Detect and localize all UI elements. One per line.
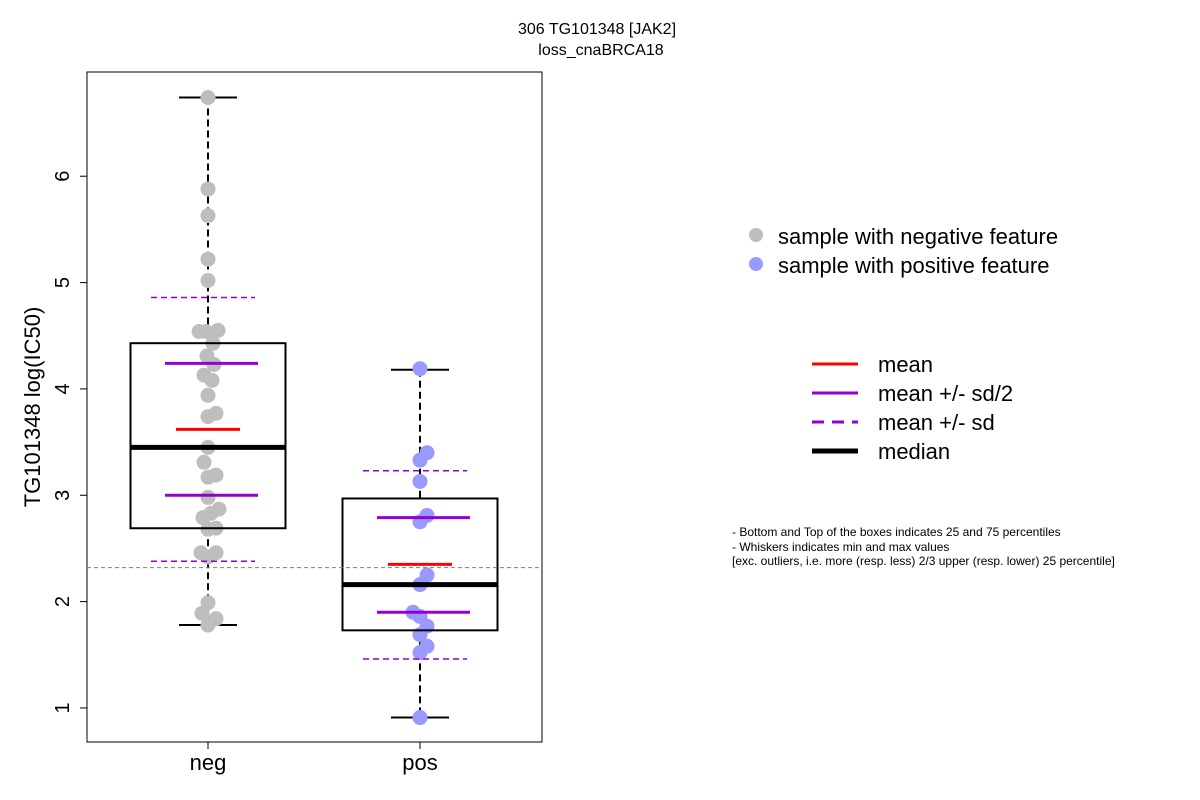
data-point xyxy=(208,405,224,421)
data-point xyxy=(203,505,219,521)
data-point xyxy=(412,361,428,377)
note-line-1: - Bottom and Top of the boxes indicates … xyxy=(732,525,1061,539)
plot-frame xyxy=(86,71,543,743)
y-tick-label: 1 xyxy=(52,702,74,713)
data-point xyxy=(208,467,224,483)
data-point xyxy=(200,208,216,224)
legend-line-label: median xyxy=(878,439,950,464)
y-axis-label: TG101348 log(IC50) xyxy=(20,307,45,508)
legend-line-label: mean xyxy=(878,352,933,377)
data-point xyxy=(412,645,428,661)
data-point xyxy=(412,710,428,726)
x-tick-label: neg xyxy=(190,750,227,775)
iqr-box xyxy=(341,497,499,632)
x-tick-label: pos xyxy=(402,750,437,775)
data-point xyxy=(200,617,216,633)
data-point xyxy=(200,387,216,403)
data-point xyxy=(194,605,210,621)
y-tick-label: 3 xyxy=(52,490,74,501)
y-tick-label: 4 xyxy=(52,383,74,394)
legend-point-swatch xyxy=(749,228,763,242)
data-point xyxy=(200,272,216,288)
iqr-box xyxy=(129,342,287,530)
legend-point-swatch xyxy=(749,257,763,271)
chart-title-line1: 306 TG101348 [JAK2] xyxy=(518,21,676,38)
legend: sample with negative feature sample with … xyxy=(749,224,1058,464)
data-point xyxy=(210,322,226,338)
box-group-neg xyxy=(129,90,287,633)
y-tick-label: 5 xyxy=(52,277,74,288)
note-line-3: [exc. outliers, i.e. more (resp. less) 2… xyxy=(732,554,1115,568)
legend-line-label: mean +/- sd xyxy=(878,410,995,435)
data-point xyxy=(204,372,220,388)
data-point xyxy=(412,473,428,489)
y-axis: 1 2 3 4 5 6 xyxy=(52,171,87,714)
box-groups xyxy=(129,90,499,726)
data-point xyxy=(412,452,428,468)
note-line-2: - Whiskers indicates min and max values xyxy=(732,540,950,554)
data-point xyxy=(208,545,224,561)
data-point xyxy=(200,489,216,505)
legend-point-label: sample with negative feature xyxy=(778,224,1058,249)
y-tick-label: 2 xyxy=(52,596,74,607)
legend-line-label: mean +/- sd/2 xyxy=(878,381,1013,406)
data-point xyxy=(200,251,216,267)
data-point xyxy=(200,90,216,106)
chart-title-line2: loss_cnaBRCA18 xyxy=(538,42,664,59)
data-point xyxy=(196,454,212,470)
data-point xyxy=(198,323,214,339)
box-group-pos xyxy=(341,361,499,726)
legend-point-label: sample with positive feature xyxy=(778,253,1049,278)
data-point xyxy=(200,181,216,197)
x-axis: neg pos xyxy=(190,742,438,775)
y-tick-label: 6 xyxy=(52,171,74,182)
